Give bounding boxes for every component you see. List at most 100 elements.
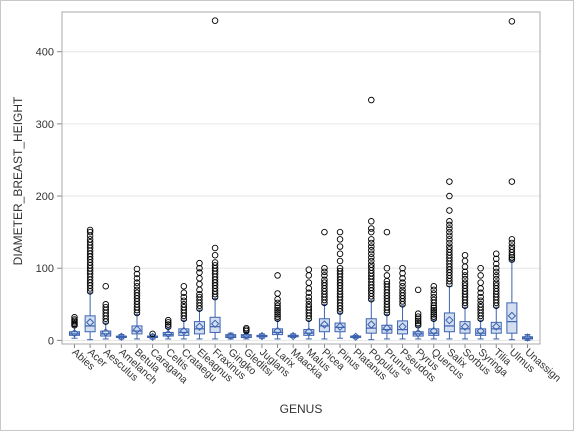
iqr-box xyxy=(365,318,377,334)
x-axis-ticks: AbiesAcerAesculusAmelanchBetulaCaraganaC… xyxy=(69,344,563,387)
outlier-point xyxy=(446,178,453,185)
outlier-point xyxy=(71,316,78,323)
outlier-point xyxy=(102,301,109,308)
outlier-point xyxy=(477,303,484,311)
outlier-point xyxy=(399,289,406,297)
box-maackia xyxy=(287,331,299,341)
box-acer xyxy=(84,226,96,341)
iqr-box xyxy=(193,321,205,335)
box-crataegu xyxy=(178,283,190,340)
y-axis-ticks: 0 100 200 300 400 xyxy=(36,47,62,347)
outlier-point xyxy=(430,290,438,297)
outlier-point xyxy=(399,275,406,282)
outlier-point xyxy=(133,270,141,278)
outlier-point xyxy=(180,297,188,304)
outlier-point xyxy=(430,304,438,312)
outlier-point xyxy=(477,289,484,297)
outlier-point xyxy=(274,290,281,297)
box-amelanch xyxy=(115,332,127,341)
mean-marker xyxy=(335,322,345,331)
outlier-point xyxy=(274,306,281,314)
gridlines xyxy=(62,51,540,341)
outlier-point xyxy=(461,268,469,276)
mean-marker xyxy=(413,328,423,338)
mean-marker xyxy=(101,328,110,337)
outlier-point xyxy=(336,267,344,275)
outlier-point xyxy=(368,239,375,247)
box-larix xyxy=(272,272,284,340)
outlier-point xyxy=(493,268,500,276)
box-celtis xyxy=(162,316,174,340)
outlier-point xyxy=(180,301,188,308)
outlier-point xyxy=(305,289,313,297)
outlier-point xyxy=(274,315,281,322)
iqr-box xyxy=(443,312,455,333)
outlier-point xyxy=(446,236,453,243)
outlier-point xyxy=(305,303,313,311)
mean-marker xyxy=(70,328,79,338)
box-series xyxy=(68,17,534,342)
outlier-point xyxy=(71,314,78,321)
outlier-point xyxy=(305,266,313,273)
outlier-point xyxy=(274,308,281,316)
box-quercus xyxy=(428,283,440,340)
x-axis-label: GENUS xyxy=(280,402,323,416)
outlier-point xyxy=(477,297,484,304)
outlier-point xyxy=(196,264,203,272)
outlier-point xyxy=(336,257,344,265)
outlier-point xyxy=(336,243,344,250)
mean-marker xyxy=(351,332,360,341)
mean-marker xyxy=(242,331,251,340)
outlier-point xyxy=(508,246,516,253)
outlier-point xyxy=(180,289,188,297)
iqr-box xyxy=(318,318,330,333)
outlier-point xyxy=(399,286,406,294)
mean-marker xyxy=(367,320,376,329)
box-salix xyxy=(443,178,455,340)
box-syringa xyxy=(475,264,487,340)
outlier-point xyxy=(305,279,313,286)
outlier-point xyxy=(461,275,469,283)
outlier-point xyxy=(430,306,438,314)
mean-marker xyxy=(398,322,407,331)
outlier-point xyxy=(274,302,281,309)
box-unassign xyxy=(522,333,534,342)
box-fraxinus xyxy=(209,17,221,340)
outlier-point xyxy=(164,323,172,330)
outlier-point xyxy=(399,264,406,272)
outlier-point xyxy=(211,259,219,266)
box-malus xyxy=(303,266,315,340)
outlier-point xyxy=(508,239,516,247)
mean-marker xyxy=(195,322,204,331)
outlier-point xyxy=(368,236,375,243)
outlier-point xyxy=(430,313,438,320)
outlier-point xyxy=(461,251,469,259)
outlier-point xyxy=(180,303,188,311)
outlier-point xyxy=(383,280,391,288)
outlier-point xyxy=(133,279,141,286)
outlier-point xyxy=(180,283,188,290)
box-juglans xyxy=(256,331,268,341)
outlier-point xyxy=(446,207,453,214)
outlier-point xyxy=(399,283,406,290)
outlier-point xyxy=(336,264,344,272)
outlier-point xyxy=(493,275,500,283)
mean-marker xyxy=(382,323,392,333)
box-populus xyxy=(365,96,377,341)
outlier-point xyxy=(399,270,406,277)
outlier-point xyxy=(368,254,375,261)
outlier-point xyxy=(368,250,375,258)
box-tilia xyxy=(490,250,502,340)
outlier-point xyxy=(211,244,219,252)
outlier-point xyxy=(508,243,516,250)
box-pseudots xyxy=(397,264,409,340)
outlier-point xyxy=(305,272,313,279)
outlier-point xyxy=(383,272,391,279)
outlier-point xyxy=(196,290,203,298)
iqr-box xyxy=(303,329,315,336)
outlier-point xyxy=(180,293,188,301)
outlier-point xyxy=(477,293,484,301)
outlier-point xyxy=(321,276,328,284)
outlier-point xyxy=(368,228,375,236)
y-tick-label: 200 xyxy=(36,191,54,203)
